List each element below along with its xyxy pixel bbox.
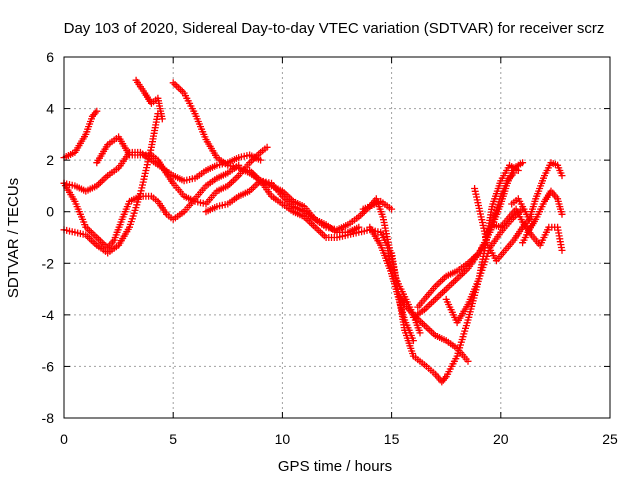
x-tick-label: 15 — [384, 431, 400, 447]
series-arc-1 — [60, 107, 101, 162]
data-markers — [169, 79, 363, 236]
x-tick-label: 0 — [60, 431, 68, 447]
series-arc-19 — [519, 187, 566, 247]
x-tick-label: 20 — [493, 431, 509, 447]
series-arc-12 — [388, 205, 527, 386]
data-markers — [482, 205, 566, 254]
y-axis-label: SDTVAR / TECUs — [5, 178, 22, 298]
x-tick-label: 10 — [275, 431, 291, 447]
x-tick-label: 5 — [169, 431, 177, 447]
y-tick-label: 2 — [46, 152, 54, 168]
series-arc-17 — [482, 205, 566, 254]
y-tick-label: -2 — [42, 255, 55, 271]
x-tick-label: 25 — [602, 431, 618, 447]
tick-layer: 0 5 10 15 20 25 -8 -6 -4 -2 0 2 4 6 — [42, 49, 618, 447]
series-arc-7 — [169, 79, 363, 236]
plot-frame — [63, 56, 611, 419]
data-markers — [508, 159, 566, 223]
series-arc-11 — [366, 223, 472, 365]
y-tick-label: -4 — [42, 307, 55, 323]
series-arc-18 — [508, 159, 566, 223]
data-markers — [60, 107, 101, 162]
data-markers — [132, 76, 166, 123]
series-arc-14 — [414, 169, 518, 311]
y-tick-label: 0 — [46, 204, 54, 220]
chart-title: Day 103 of 2020, Sidereal Day-to-day VTE… — [64, 20, 605, 37]
series-arc-16 — [471, 185, 535, 265]
data-markers — [366, 223, 472, 365]
data-markers — [414, 169, 518, 311]
data-markers — [60, 148, 265, 195]
y-tick-label: 4 — [46, 101, 54, 117]
data-markers — [471, 185, 535, 265]
y-tick-label: -8 — [42, 410, 55, 426]
series-arc-4 — [132, 76, 166, 123]
data-markers — [388, 205, 527, 386]
data-markers — [60, 110, 162, 257]
series-arc-5 — [60, 110, 162, 257]
y-tick-label: 6 — [46, 49, 54, 65]
y-tick-label: -6 — [42, 358, 55, 374]
x-axis-label: GPS time / hours — [278, 458, 392, 475]
series-arc-3 — [60, 148, 265, 195]
data-layer — [60, 76, 566, 386]
data-markers — [519, 187, 566, 247]
